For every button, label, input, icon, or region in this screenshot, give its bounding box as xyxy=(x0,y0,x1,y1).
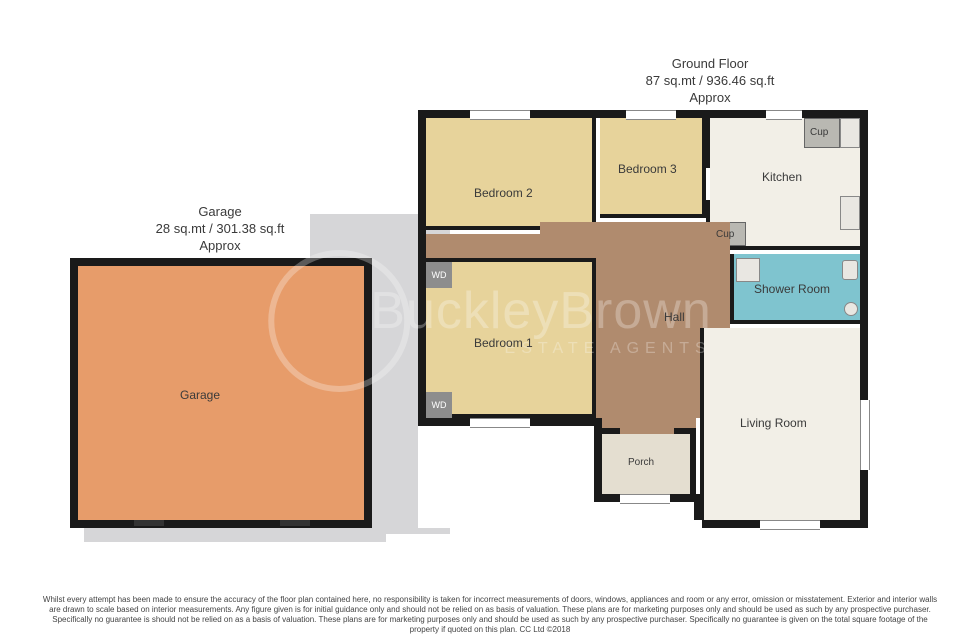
garage-header: Garage 28 sq.mt / 301.38 sq.ft Approx xyxy=(130,204,310,255)
porch-opening xyxy=(620,428,674,434)
kitchen-hob xyxy=(840,118,860,148)
window-porch xyxy=(620,494,670,504)
void-wall-right xyxy=(594,418,602,500)
kitchen-sink xyxy=(840,196,860,230)
label-shower: Shower Room xyxy=(754,282,830,298)
label-bedroom3: Bedroom 3 xyxy=(618,162,677,178)
room-garage xyxy=(78,266,364,520)
garage-door-1 xyxy=(134,520,164,526)
garage-door-2 xyxy=(280,520,310,526)
label-cup2: Cup xyxy=(716,228,734,241)
wd-label-2: WD xyxy=(432,400,447,410)
closet-wd-2: WD xyxy=(426,392,452,418)
label-bedroom1: Bedroom 1 xyxy=(474,336,533,352)
wd-label-1: WD xyxy=(432,270,447,280)
closet-wd-1: WD xyxy=(426,262,452,288)
house-void xyxy=(418,422,596,528)
window-kitchen xyxy=(766,110,802,120)
wall-erase-1 xyxy=(418,426,426,528)
window-living-right xyxy=(860,400,870,470)
shower-basin xyxy=(844,302,858,316)
window-bed3 xyxy=(626,110,676,120)
groundfloor-header: Ground Floor 87 sq.mt / 936.46 sq.ft App… xyxy=(600,56,820,107)
label-garage: Garage xyxy=(180,388,220,404)
label-living: Living Room xyxy=(740,416,807,432)
room-hall-corridor xyxy=(426,234,596,258)
label-cup1: Cup xyxy=(810,126,828,139)
label-porch: Porch xyxy=(628,456,654,469)
room-bedroom2 xyxy=(426,118,596,230)
shower-toilet xyxy=(842,260,858,280)
kitchen-left-wall xyxy=(706,118,710,168)
label-kitchen: Kitchen xyxy=(762,170,802,186)
window-bed2 xyxy=(470,110,530,120)
label-bedroom2: Bedroom 2 xyxy=(474,186,533,202)
shower-tray xyxy=(736,258,760,282)
window-bed1 xyxy=(470,418,530,428)
label-hall: Hall xyxy=(664,310,685,326)
wall-erase-2 xyxy=(418,520,702,528)
window-living-bottom xyxy=(760,520,820,530)
floorplan-canvas: WD WD BuckleyBrown ESTATE AGENTS Garage … xyxy=(0,0,980,641)
disclaimer: Whilst every attempt has been made to en… xyxy=(40,595,940,635)
